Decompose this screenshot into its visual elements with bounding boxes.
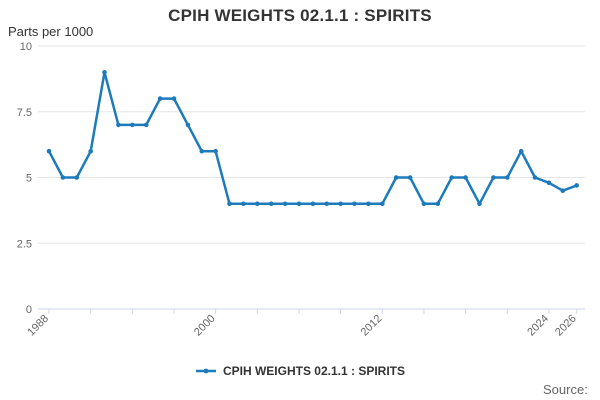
source-label: Source: (543, 382, 588, 397)
y-axis-tick-label: 10 (20, 41, 32, 53)
data-point[interactable] (282, 201, 288, 207)
data-point[interactable] (227, 201, 232, 207)
data-point[interactable] (380, 201, 385, 207)
data-point[interactable] (310, 201, 316, 207)
data-point[interactable] (532, 175, 538, 180)
data-point[interactable] (560, 188, 566, 193)
data-point[interactable] (199, 148, 205, 154)
chart-title: CPIH WEIGHTS 02.1.1 : SPIRITS (168, 6, 432, 25)
data-point[interactable] (157, 96, 163, 101)
data-point[interactable] (88, 148, 93, 154)
data-point[interactable] (574, 183, 579, 188)
data-point[interactable] (366, 201, 371, 207)
data-point[interactable] (116, 122, 121, 128)
data-point[interactable] (352, 201, 357, 207)
data-point[interactable] (463, 175, 468, 180)
data-point[interactable] (46, 148, 52, 154)
series-line[interactable] (47, 71, 578, 206)
data-point[interactable] (421, 201, 427, 207)
data-point[interactable] (102, 70, 107, 75)
data-point[interactable] (505, 175, 510, 180)
data-point[interactable] (241, 201, 246, 207)
y-axis-tick-label: 5 (26, 173, 32, 185)
y-axis-title: Parts per 1000 (8, 24, 94, 39)
data-point[interactable] (254, 201, 260, 207)
x-axis-tick-label: 1988 (25, 313, 51, 339)
data-point[interactable] (130, 122, 135, 128)
data-point[interactable] (296, 201, 302, 207)
y-axis-tick-label: 7.5 (17, 107, 32, 119)
data-point[interactable] (546, 180, 552, 186)
legend-item[interactable]: CPIH WEIGHTS 02.1.1 : SPIRITS (0, 364, 600, 378)
data-point[interactable] (74, 175, 80, 180)
x-axis-tick-label: 2000 (192, 313, 218, 339)
data-point[interactable] (518, 148, 524, 154)
data-point[interactable] (477, 201, 482, 207)
legend-line-marker-icon (195, 368, 216, 374)
x-axis-tick-label: 2012 (359, 313, 385, 339)
data-point[interactable] (143, 122, 149, 128)
y-axis-tick-label: 2.5 (17, 238, 32, 250)
legend-label: CPIH WEIGHTS 02.1.1 : SPIRITS (222, 364, 406, 378)
data-point[interactable] (407, 175, 413, 180)
y-axis-tick-label: 0 (26, 304, 32, 316)
data-point[interactable] (449, 175, 455, 180)
data-point[interactable] (491, 175, 496, 180)
x-axis-tick-label: 2024 (525, 313, 551, 339)
x-axis-tick-label: 2026 (553, 313, 579, 339)
data-point[interactable] (324, 201, 330, 207)
data-point[interactable] (60, 175, 66, 180)
data-point[interactable] (213, 148, 218, 154)
data-point[interactable] (393, 175, 399, 180)
data-point[interactable] (338, 201, 343, 207)
data-point[interactable] (268, 201, 274, 207)
data-point[interactable] (185, 122, 191, 128)
data-point[interactable] (435, 201, 441, 207)
data-point[interactable] (171, 96, 177, 101)
